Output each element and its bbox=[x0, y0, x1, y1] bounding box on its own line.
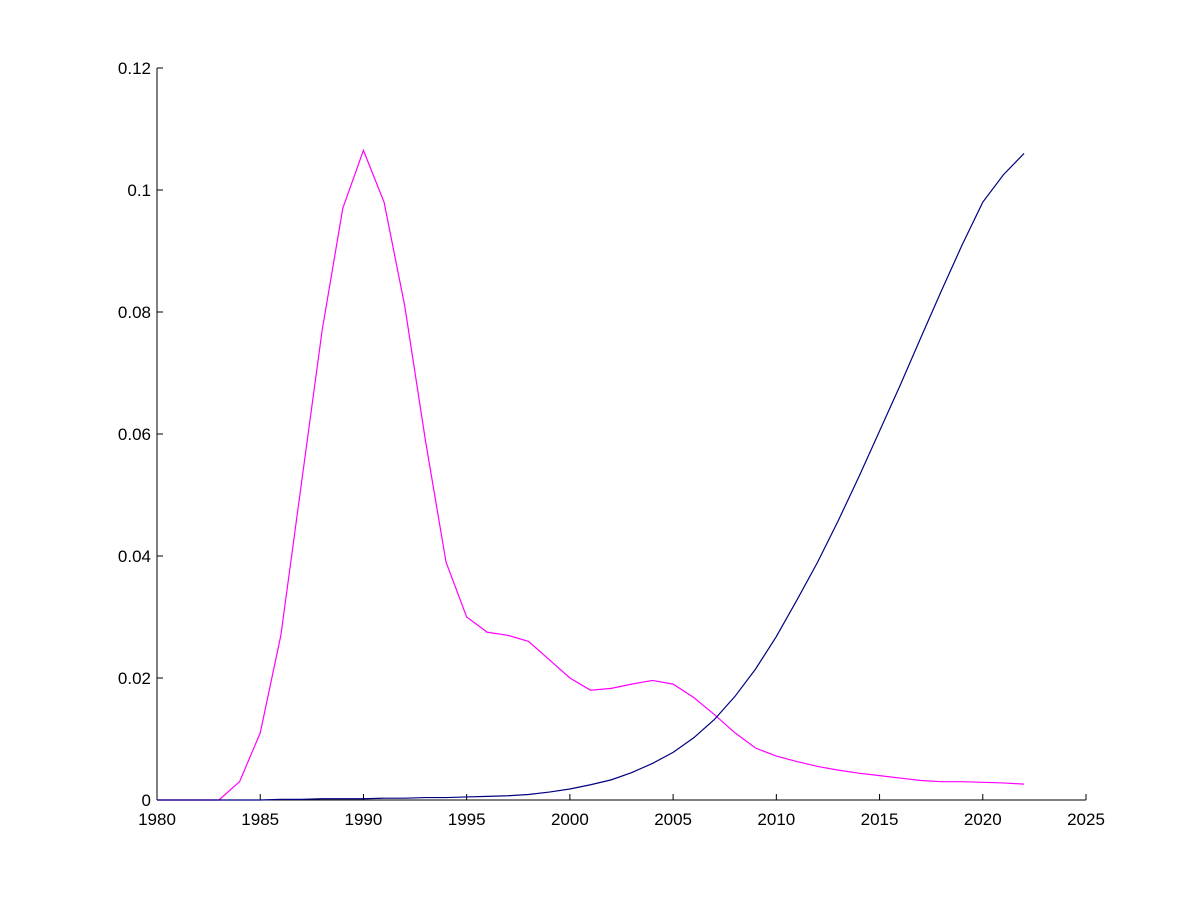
y-tick-label: 0.02 bbox=[118, 669, 151, 688]
y-tick-label: 0 bbox=[142, 791, 151, 810]
x-tick-label: 1990 bbox=[345, 810, 383, 829]
y-tick-label: 0.04 bbox=[118, 547, 151, 566]
x-tick-label: 2010 bbox=[757, 810, 795, 829]
x-tick-label: 2025 bbox=[1067, 810, 1105, 829]
x-tick-label: 2020 bbox=[964, 810, 1002, 829]
y-tick-label: 0.1 bbox=[127, 181, 151, 200]
line bbox=[157, 148, 1025, 801]
y-tick-label: 0.08 bbox=[118, 303, 151, 322]
y-tick-label: 0.12 bbox=[118, 59, 151, 78]
x-tick-label: 2000 bbox=[551, 810, 589, 829]
y-tick-label: 0.06 bbox=[118, 425, 151, 444]
x-tick-label: 1985 bbox=[241, 810, 279, 829]
x-tick-label: 2015 bbox=[861, 810, 899, 829]
x-tick-label: 1980 bbox=[138, 810, 176, 829]
x-tick-label: 1995 bbox=[448, 810, 486, 829]
x-tick-label: 2005 bbox=[654, 810, 692, 829]
line bbox=[157, 152, 1025, 801]
